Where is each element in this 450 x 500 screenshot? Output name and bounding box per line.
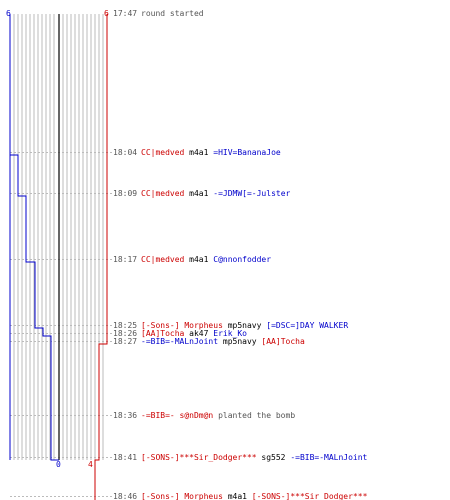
event-text: round started bbox=[141, 9, 204, 18]
event-part: -=BIB=- bbox=[141, 411, 175, 420]
event-time: 18:26 bbox=[113, 329, 137, 338]
event-text: -=BIB=-MALnJoint mp5navy [AA]Tocha bbox=[141, 337, 305, 346]
event-text: CC|medved m4a1 C@nnonfodder bbox=[141, 255, 271, 264]
event-row: 18:25 [-Sons-] Morpheus mp5navy [=DSC=]DA… bbox=[113, 321, 348, 330]
event-part: CC|medved bbox=[141, 255, 185, 264]
event-text: [-Sons-] Morpheus mp5navy [=DSC=]DAY WAL… bbox=[141, 321, 348, 330]
event-part: m4a1 bbox=[184, 189, 213, 198]
event-time: 18:09 bbox=[113, 189, 137, 198]
event-row: 18:04 CC|medved m4a1 =HIV=BananaJoe bbox=[113, 148, 281, 157]
event-part: C@nnonfodder bbox=[213, 255, 271, 264]
event-time: 18:46 bbox=[113, 492, 137, 500]
event-row: 18:27 -=BIB=-MALnJoint mp5navy [AA]Tocha bbox=[113, 337, 305, 346]
event-part: sg552 bbox=[257, 453, 291, 462]
event-part: s@nDm@n bbox=[175, 411, 214, 420]
event-row: 18:09 CC|medved m4a1 -=JDMW[=-Julster bbox=[113, 189, 291, 198]
event-part: round started bbox=[141, 9, 204, 18]
event-text: CC|medved m4a1 =HIV=BananaJoe bbox=[141, 148, 281, 157]
event-part: -=BIB=-MALnJoint bbox=[141, 337, 218, 346]
event-part: [-Sons-] Morpheus bbox=[141, 321, 223, 330]
event-part: [-Sons-] Morpheus bbox=[141, 492, 223, 500]
event-time: 18:17 bbox=[113, 255, 137, 264]
event-part: planted the bomb bbox=[213, 411, 295, 420]
event-row: 18:41 [-SONS-]***Sir_Dodger*** sg552 -=BI… bbox=[113, 453, 368, 462]
event-time: 18:25 bbox=[113, 321, 137, 330]
event-part: [-SONS-]***Sir_Dodger*** bbox=[252, 492, 368, 500]
event-part: -=BIB=-MALnJoint bbox=[290, 453, 367, 462]
event-part: ak47 bbox=[184, 329, 213, 338]
event-row: 18:17 CC|medved m4a1 C@nnonfodder bbox=[113, 255, 271, 264]
event-part: [AA]Tocha bbox=[261, 337, 305, 346]
event-text: [-Sons-] Morpheus m4a1 [-SONS-]***Sir_Do… bbox=[141, 492, 368, 500]
red-end-score: 4 bbox=[88, 460, 93, 469]
event-row: 17:47 round started bbox=[113, 9, 204, 18]
event-part: mp5navy bbox=[218, 337, 261, 346]
event-part: -=JDMW[=-Julster bbox=[213, 189, 290, 198]
blue-end-score: 0 bbox=[56, 460, 61, 469]
event-row: 18:46 [-Sons-] Morpheus m4a1 [-SONS-]***S… bbox=[113, 492, 368, 500]
event-part: [-SONS-]***Sir_Dodger*** bbox=[141, 453, 257, 462]
event-row: 18:36 -=BIB=- s@nDm@n planted the bomb bbox=[113, 411, 295, 420]
event-text: [-SONS-]***Sir_Dodger*** sg552 -=BIB=-MA… bbox=[141, 453, 368, 462]
grid-lines bbox=[13, 14, 104, 460]
red-score-line bbox=[94, 14, 108, 500]
event-dash-lines bbox=[10, 152, 112, 497]
event-part: CC|medved bbox=[141, 148, 185, 157]
event-text: [AA]Tocha ak47 Erik_Ko bbox=[141, 329, 247, 338]
event-text: -=BIB=- s@nDm@n planted the bomb bbox=[141, 411, 295, 420]
blue-score-line bbox=[9, 14, 59, 461]
blue-start-score: 6 bbox=[6, 9, 11, 18]
event-part: [AA]Tocha bbox=[141, 329, 185, 338]
event-part: m4a1 bbox=[223, 492, 252, 500]
event-part: CC|medved bbox=[141, 189, 185, 198]
event-part: Erik_Ko bbox=[213, 329, 247, 338]
event-part: m4a1 bbox=[184, 255, 213, 264]
event-time: 18:41 bbox=[113, 453, 137, 462]
event-time: 18:27 bbox=[113, 337, 137, 346]
red-start-score: 6 bbox=[104, 9, 109, 18]
event-part: m4a1 bbox=[184, 148, 213, 157]
event-part: [=DSC=]DAY WALKER bbox=[266, 321, 348, 330]
event-time: 17:47 bbox=[113, 9, 137, 18]
event-list: 17:47 round started 18:04 CC|medved m4a1 =H… bbox=[113, 9, 368, 500]
event-time: 18:36 bbox=[113, 411, 137, 420]
event-time: 18:04 bbox=[113, 148, 137, 157]
event-part: mp5navy bbox=[223, 321, 266, 330]
event-text: CC|medved m4a1 -=JDMW[=-Julster bbox=[141, 189, 291, 198]
event-row: 18:26 [AA]Tocha ak47 Erik_Ko bbox=[113, 329, 247, 338]
event-part: =HIV=BananaJoe bbox=[213, 148, 281, 157]
